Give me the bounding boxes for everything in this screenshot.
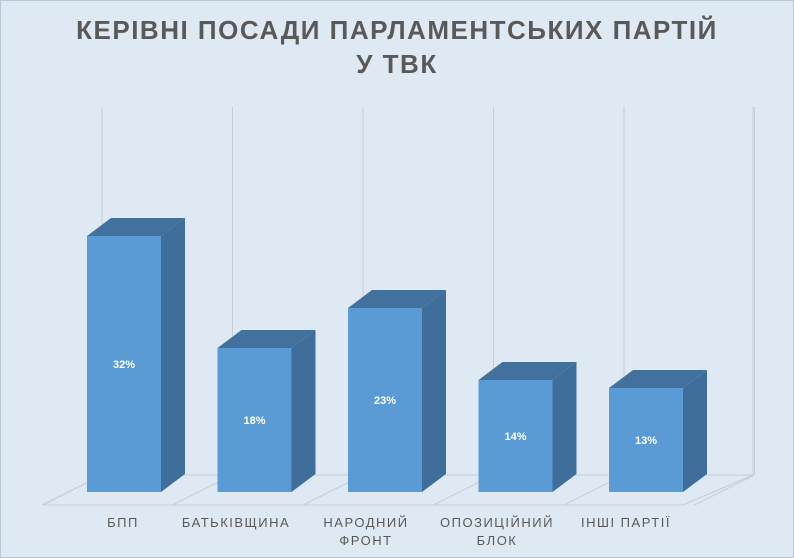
- bar: [609, 388, 683, 492]
- data-label: 32%: [113, 359, 135, 371]
- category-label-line: БАТЬКІВЩИНА: [181, 515, 291, 530]
- bar-top-face: [348, 290, 446, 308]
- bar-side-face: [683, 370, 707, 492]
- data-label: 23%: [374, 395, 396, 407]
- bar-top-face: [217, 330, 316, 348]
- data-label: 14%: [504, 431, 526, 443]
- bar: [478, 380, 553, 492]
- chart-title-line-1: КЕРІВНІ ПОСАДИ ПАРЛАМЕНТСЬКИХ ПАРТІЙ: [76, 15, 718, 45]
- bar: [87, 236, 161, 492]
- chart-title-line-2: У ТВК: [356, 49, 438, 79]
- bar: [348, 308, 422, 492]
- category-label-opozytsiinyi-blok: ОПОЗИЦІЙНИЙ БЛОК: [429, 514, 565, 550]
- bar-side-face: [422, 290, 446, 492]
- bar-side-face: [552, 362, 577, 492]
- floor-gridline: [694, 474, 755, 506]
- bar-side-face: [291, 330, 316, 492]
- bar-top-face: [609, 370, 707, 388]
- bar-top-face: [478, 362, 577, 380]
- category-label-line: БЛОК: [476, 533, 518, 548]
- category-label-line: ІНШІ ПАРТІЇ: [581, 515, 671, 530]
- category-label-line: БПП: [107, 515, 139, 530]
- category-label-line: ФРОНТ: [339, 533, 393, 548]
- bar-side-face: [161, 218, 185, 492]
- bar: [217, 348, 292, 492]
- data-label: 18%: [243, 415, 265, 427]
- category-label-line: ОПОЗИЦІЙНИЙ: [440, 515, 554, 530]
- category-label-bpp: БПП: [63, 514, 183, 532]
- category-label-line: НАРОДНИЙ: [323, 515, 409, 530]
- bar-top-face: [87, 218, 185, 236]
- category-label-inshi-partii: ІНШІ ПАРТІЇ: [564, 514, 688, 532]
- category-label-batkivshchyna: БАТЬКІВЩИНА: [174, 514, 298, 532]
- chart-title: КЕРІВНІ ПОСАДИ ПАРЛАМЕНТСЬКИХ ПАРТІЙ У Т…: [1, 13, 793, 81]
- data-label: 13%: [635, 435, 657, 447]
- category-label-narodnyi-front: НАРОДНИЙ ФРОНТ: [304, 514, 428, 550]
- floor-right-edge: [682, 474, 754, 506]
